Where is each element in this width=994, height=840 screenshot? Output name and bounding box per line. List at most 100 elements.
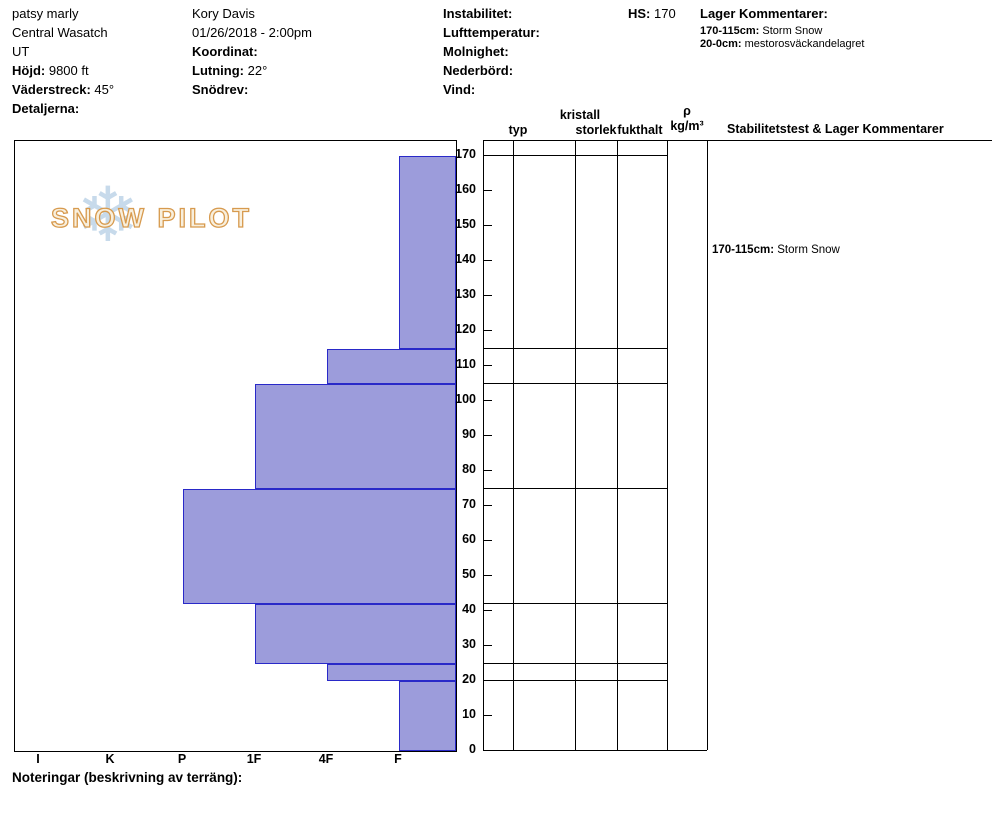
table-vline-1 (513, 140, 514, 750)
cloud-label: Molnighet: (443, 44, 509, 59)
hardness-axis-label-K: K (105, 752, 115, 766)
hardness-profile-plot: ❄ SNOW PILOT (14, 140, 457, 752)
observer-name: Kory Davis (192, 6, 255, 21)
instability-label: Instabilitet: (443, 6, 513, 21)
hardness-bar-75-42 (183, 488, 456, 604)
layer-boundary-line-75 (483, 488, 667, 489)
observer-block: Kory Davis 01/26/2018 - 2:00pm Koordinat… (192, 4, 392, 99)
aspect-label: Väderstreck: (12, 82, 91, 97)
column-header-grain-type: typ (508, 123, 528, 137)
depth-axis-label-160: 160 (455, 182, 476, 196)
depth-tick-140 (484, 260, 492, 261)
depth-axis-label-170: 170 (455, 147, 476, 161)
hardness-axis-label-1F: 1F (246, 752, 262, 766)
depth-tick-150 (484, 225, 492, 226)
layer-boundary-line-20 (483, 680, 667, 681)
column-header-crystal: kristall (559, 108, 601, 122)
depth-axis-label-130: 130 (455, 287, 476, 301)
observation-datetime: 01/26/2018 - 2:00pm (192, 25, 312, 40)
layer-comment-range: 170-115cm: (700, 25, 760, 37)
pit-info-block: patsy marly Central Wasatch UT Höjd: 980… (12, 4, 187, 118)
depth-tick-50 (484, 575, 492, 576)
layer-comments-title: Lager Kommentarer: (700, 6, 828, 21)
depth-tick-40 (484, 610, 492, 611)
table-vline-5 (707, 140, 708, 750)
depth-axis-label-30: 30 (462, 637, 476, 651)
slope-label: Lutning: (192, 63, 244, 78)
elevation-line: Höjd: 9800 ft (12, 61, 187, 80)
depth-axis-label-10: 10 (462, 707, 476, 721)
hs-value: 170 (654, 6, 676, 21)
column-header-density-unit: kg/m³ (670, 119, 704, 133)
snowpilot-logo: SNOW PILOT (50, 202, 252, 233)
table-vline-4 (667, 140, 668, 750)
slope-line: Lutning: 22° (192, 61, 392, 80)
depth-axis-label-50: 50 (462, 567, 476, 581)
hardness-axis-label-I: I (36, 752, 40, 766)
hardness-axis-label-F: F (394, 752, 402, 766)
depth-tick-70 (484, 505, 492, 506)
layer-boundary-line-115 (483, 348, 667, 349)
annotation-text: Storm Snow (774, 244, 840, 257)
hardness-bar-25-20 (327, 663, 456, 681)
hardness-bar-170-115 (399, 156, 456, 349)
details-label: Detaljerna: (12, 101, 80, 116)
hs-line: HS: 170 (628, 4, 676, 23)
depth-axis-label-140: 140 (455, 252, 476, 266)
column-header-density-symbol: ρ (683, 104, 691, 118)
layer-boundary-line-42 (483, 603, 667, 604)
table-bottom-line (483, 750, 707, 751)
depth-tick-110 (484, 365, 492, 366)
hs-label: HS: (628, 6, 651, 21)
column-header-moisture: fukthalt (617, 123, 663, 137)
layer-comment-annotation-0: 170-115cm: Storm Snow (712, 244, 840, 256)
layer-boundary-line-25 (483, 663, 667, 664)
depth-tick-100 (484, 400, 492, 401)
depth-tick-60 (484, 540, 492, 541)
weather-block: Instabilitet: Lufttemperatur: Molnighet:… (443, 4, 613, 99)
hardness-axis-label-4F: 4F (318, 752, 334, 766)
depth-axis-label-120: 120 (455, 322, 476, 336)
table-vline-0 (483, 140, 484, 750)
pit-state: UT (12, 44, 30, 59)
depth-axis-label-20: 20 (462, 672, 476, 686)
depth-axis-label-40: 40 (462, 602, 476, 616)
layer-boundary-line-105 (483, 383, 667, 384)
column-header-stability-comments: Stabilitetstest & Lager Kommentarer (727, 122, 944, 136)
airtemp-label: Lufttemperatur: (443, 25, 540, 40)
depth-axis-label-80: 80 (462, 462, 476, 476)
depth-axis-label-90: 90 (462, 427, 476, 441)
drift-label: Snödrev: (192, 82, 249, 97)
depth-tick-130 (484, 295, 492, 296)
hardness-axis-label-P: P (177, 752, 187, 766)
slope-value: 22° (247, 63, 268, 78)
terrain-notes-label: Noteringar (beskrivning av terräng): (12, 770, 243, 785)
coordinates-label: Koordinat: (192, 44, 258, 59)
hardness-bar-115-105 (327, 348, 456, 384)
hardness-bar-20-0 (399, 681, 456, 751)
depth-axis-label-70: 70 (462, 497, 476, 511)
layer-comment-item: 20-0cm: mestorosväckandelagret (700, 38, 990, 51)
precip-label: Nederbörd: (443, 63, 514, 78)
layer-comment-range: 20-0cm: (700, 38, 742, 50)
table-vline-3 (617, 140, 618, 750)
depth-tick-10 (484, 715, 492, 716)
depth-axis-label-0: 0 (469, 742, 476, 756)
pit-range: Central Wasatch (12, 25, 108, 40)
wind-label: Vind: (443, 82, 476, 97)
depth-tick-30 (484, 645, 492, 646)
depth-axis-label-150: 150 (455, 217, 476, 231)
annotation-range: 170-115cm: (712, 244, 775, 257)
column-header-grain-size: storlek (575, 123, 617, 137)
elevation-value: 9800 ft (48, 63, 89, 78)
depth-tick-160 (484, 190, 492, 191)
layer-comment-text: Storm Snow (762, 25, 823, 37)
hardness-bar-42-25 (255, 604, 456, 664)
elevation-label: Höjd: (12, 63, 46, 78)
table-vline-2 (575, 140, 576, 750)
aspect-line: Väderstreck: 45° (12, 80, 187, 99)
depth-tick-90 (484, 435, 492, 436)
layer-comment-item: 170-115cm: Storm Snow (700, 25, 990, 38)
pit-name: patsy marly (12, 6, 79, 21)
